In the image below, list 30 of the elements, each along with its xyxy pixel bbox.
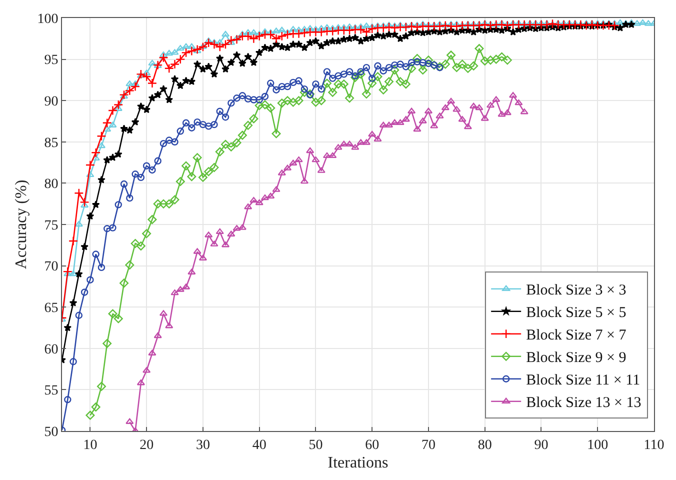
- legend-label: Block Size 13 × 13: [526, 395, 642, 412]
- legend-label: Block Size 5 × 5: [526, 305, 626, 322]
- legend-label: Block Size 9 × 9: [526, 350, 626, 366]
- legend-label: Block Size 7 × 7: [526, 328, 627, 344]
- x-tick-label: 100: [587, 438, 608, 453]
- y-tick-label: 90: [44, 94, 58, 110]
- y-axis-title: Accuracy (%): [13, 180, 30, 270]
- x-tick-label: 80: [478, 438, 492, 453]
- y-tick-label: 85: [44, 136, 58, 151]
- y-tick-label: 55: [44, 384, 58, 399]
- x-tick-label: 70: [421, 438, 436, 453]
- x-tick-label: 40: [252, 438, 266, 453]
- x-tick-label: 110: [644, 438, 664, 453]
- legend-label: Block Size 3 × 3: [526, 282, 626, 299]
- y-tick-label: 70: [44, 260, 58, 275]
- x-axis-title: Iterations: [328, 454, 388, 472]
- legend-label: Block Size 11 × 11: [526, 372, 640, 389]
- x-tick-label: 20: [140, 438, 154, 453]
- y-tick-label: 50: [44, 424, 58, 440]
- y-tick-label: 60: [44, 342, 58, 358]
- y-tick-label: 80: [44, 177, 58, 192]
- x-tick-label: 90: [534, 438, 548, 453]
- y-tick-label: 65: [44, 301, 58, 316]
- y-tick-label: 100: [37, 12, 58, 27]
- x-tick-label: 60: [365, 438, 380, 453]
- x-tick-label: 10: [83, 438, 98, 453]
- x-tick-label: 50: [308, 438, 323, 453]
- x-tick-label: 30: [196, 438, 210, 453]
- y-tick-label: 75: [44, 218, 58, 234]
- y-tick-label: 95: [44, 53, 58, 68]
